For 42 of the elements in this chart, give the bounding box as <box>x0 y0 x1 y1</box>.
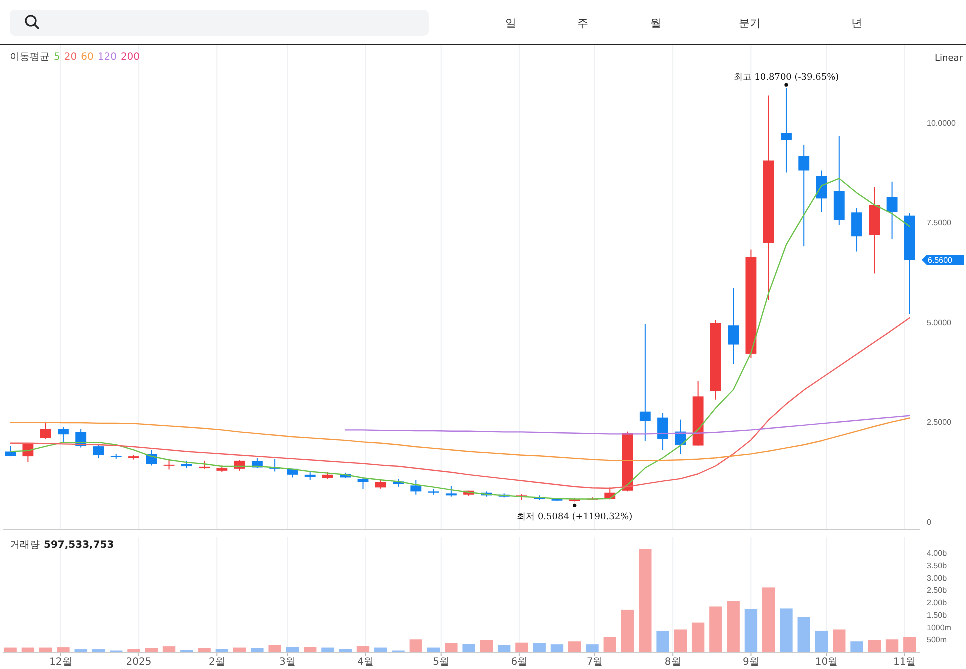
chart-title: 거래량 <box>10 540 40 551</box>
x-tick-label: 6월 <box>511 657 528 668</box>
y-tick-label: 0 <box>927 518 932 528</box>
y-tick-label: 2.50b <box>927 586 948 596</box>
annotation: 최고 10.8700 (-39.65%) <box>734 73 840 84</box>
x-tick-label: 8월 <box>664 657 682 668</box>
y-tick-label: 10.0000 <box>927 118 956 128</box>
price-tag: 6.5600 <box>922 255 964 266</box>
y-tick-label: 1000m <box>927 623 952 632</box>
text: 분기 <box>739 17 761 30</box>
y-tick-label: 1.50b <box>927 610 948 620</box>
y-tick-label: 3.00b <box>927 574 948 583</box>
text: 120 <box>98 52 117 63</box>
text: Linear <box>935 54 964 64</box>
legend-label: 200 <box>120 52 140 63</box>
y-tick-label: 3.50b <box>927 561 948 570</box>
x-tick-label: 12월 <box>50 657 72 668</box>
chart-subtitle: 597,533,753 <box>44 540 114 551</box>
y-tick-label: 500m <box>927 636 948 645</box>
x-tick-label: 9월 <box>743 657 760 668</box>
text: 5 <box>54 52 60 63</box>
x-tick-label: 3월 <box>279 657 296 668</box>
annotation: 최저 0.5084 (+1190.32%) <box>517 512 633 523</box>
x-tick-label: 11월 <box>894 657 916 668</box>
text: 주 <box>578 17 588 30</box>
y-tick-label: 2.5000 <box>927 418 952 428</box>
x-tick-label: 5월 <box>433 657 450 668</box>
text: 년 <box>852 17 862 30</box>
y-tick-label: 5.0000 <box>927 318 952 328</box>
text: 일 <box>506 17 516 30</box>
text: 20 <box>64 52 78 63</box>
y-tick-label: 4.00b <box>927 549 948 558</box>
x-tick-label: 10월 <box>815 657 838 668</box>
x-tick-label: 2025 <box>126 657 152 668</box>
text: 60 <box>81 52 94 63</box>
legend-title: 이동평균 <box>10 52 50 63</box>
x-tick-label: 2월 <box>208 657 226 668</box>
x-tick-label: 7월 <box>586 657 604 668</box>
y-tick-label: 7.5000 <box>927 218 952 228</box>
y-tick-label: 2.00b <box>927 598 948 608</box>
text: 월 <box>650 17 662 30</box>
x-tick-label: 4월 <box>358 657 374 668</box>
